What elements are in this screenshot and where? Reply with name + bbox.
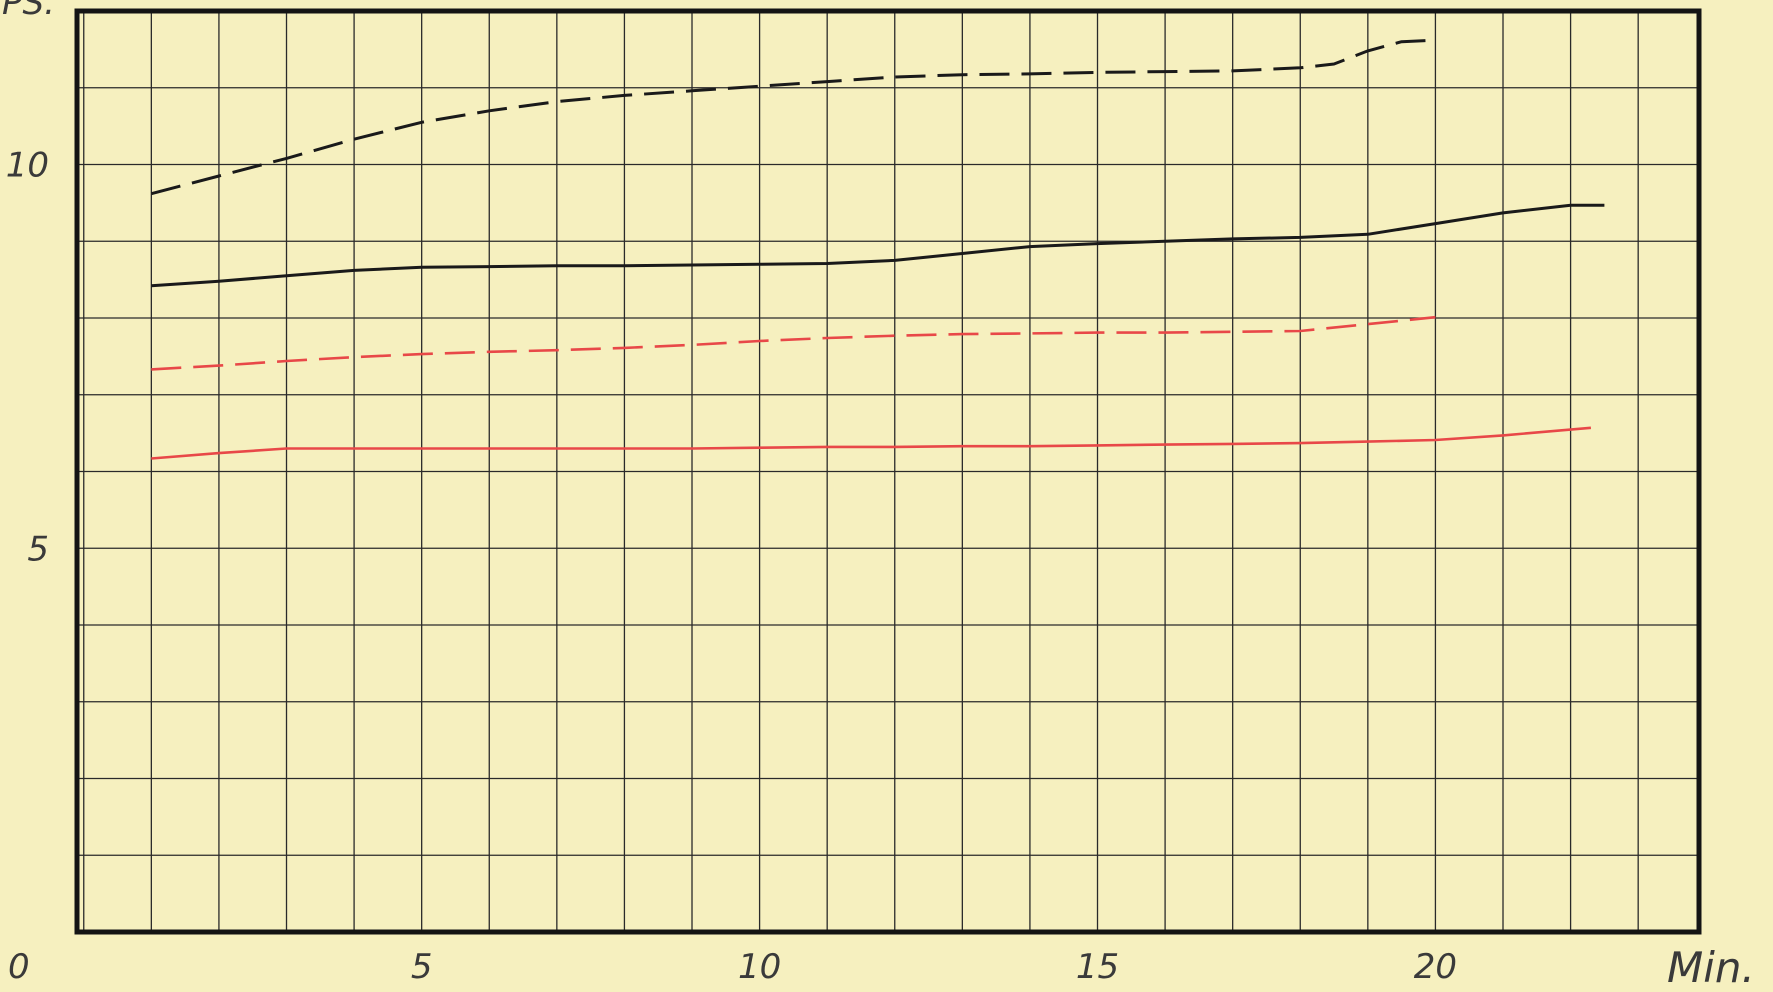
series-line-1: [150, 38, 1436, 196]
tick-labels: 0 5 10 15 20 5 10: [6, 146, 1457, 988]
y-tick-label: 10: [6, 146, 49, 186]
series-line-4: [151, 426, 1592, 460]
series-group: [150, 38, 1605, 460]
x-tick-label: 5: [411, 947, 433, 987]
series-line-2: [151, 203, 1605, 288]
x-tick-label: 20: [1414, 947, 1457, 987]
y-axis-label: PS.: [2, 0, 55, 23]
x-axis-label: Min.: [1667, 943, 1755, 988]
series-line-3: [151, 315, 1436, 371]
x-tick-label: 0: [8, 947, 30, 987]
plot-frame: [74, 8, 1702, 935]
grid: [77, 11, 1699, 932]
x-tick-label: 10: [738, 947, 781, 987]
y-tick-label: 5: [27, 529, 49, 569]
x-tick-label: 15: [1076, 947, 1119, 987]
